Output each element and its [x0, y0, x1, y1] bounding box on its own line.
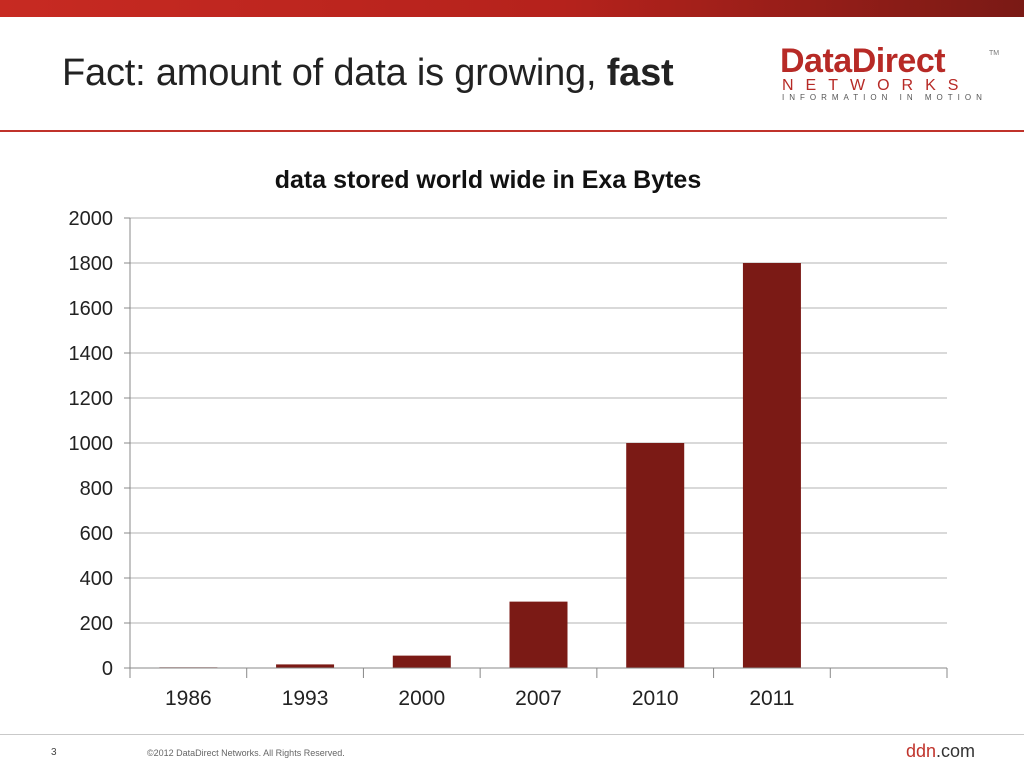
footer-domain-suffix: .com: [936, 741, 976, 761]
x-tick-label: 1993: [282, 687, 329, 710]
slide-title-prefix: Fact: amount of data is growing,: [62, 52, 607, 94]
x-tick-label: 2000: [398, 687, 445, 710]
logo-networks: NETWORKS: [782, 77, 971, 94]
bar-2000: [392, 655, 451, 668]
footer-divider: [0, 734, 1024, 735]
y-tick-label: 600: [80, 523, 113, 545]
chart-title: data stored world wide in Exa Bytes: [275, 166, 702, 194]
datadirect-logo: DataDirect TM NETWORKS INFORMATION IN MO…: [780, 44, 1000, 104]
y-tick-label: 1200: [69, 388, 114, 410]
y-tick-label: 1000: [69, 433, 114, 455]
y-tick-label: 800: [80, 478, 113, 500]
axes: [129, 218, 948, 678]
copyright-text: ©2012 DataDirect Networks. All Rights Re…: [147, 748, 345, 758]
y-axis-ticks: 0 200 400 600 800 1000 1200 1400 1600 1800 2000: [69, 208, 114, 680]
bar-2011: [742, 263, 801, 668]
x-tick-label: 2010: [632, 687, 679, 710]
y-tick-label: 400: [80, 568, 113, 590]
bar-2007: [509, 601, 568, 668]
bar-chart: data stored world wide in Exa Bytes 0 200…: [69, 166, 948, 710]
y-tick-label: 200: [80, 613, 113, 635]
x-tick-label: 2011: [749, 687, 794, 710]
bars: [159, 263, 801, 669]
logo-tagline: INFORMATION IN MOTION: [782, 93, 987, 102]
x-axis-ticks: 1986 1993 2000 2007 2010 2011: [165, 687, 795, 710]
y-tick-label: 1800: [69, 253, 114, 275]
bar-2010: [626, 443, 685, 668]
y-tick-label: 1400: [69, 343, 114, 365]
slide-title-emphasis: fast: [606, 52, 674, 94]
footer-brand: ddn: [906, 741, 937, 761]
logo-wordmark: DataDirect: [780, 42, 946, 80]
y-tick-label: 2000: [69, 208, 114, 230]
slide-title: Fact: amount of data is growing, fast: [62, 52, 674, 95]
logo-trademark: TM: [989, 50, 1000, 57]
x-tick-label: 2007: [515, 687, 562, 710]
y-tick-label: 1600: [69, 298, 114, 320]
page-number: 3: [51, 747, 57, 758]
y-tick-label: 0: [102, 658, 113, 680]
top-accent-bar: [0, 0, 1024, 17]
bar-1993: [276, 664, 335, 668]
footer-domain: ddn.com: [906, 741, 975, 762]
grid-lines: [124, 217, 947, 669]
x-tick-label: 1986: [165, 687, 212, 710]
title-divider: [0, 130, 1024, 132]
